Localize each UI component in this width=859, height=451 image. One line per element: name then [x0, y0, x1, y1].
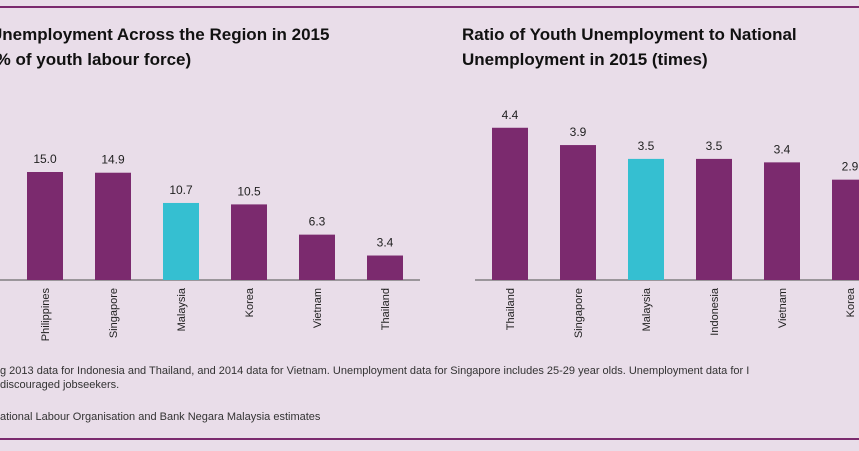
bottom-rule: [0, 438, 859, 440]
chart-1-value-label-philippines: 15.0: [33, 152, 57, 166]
chart-1-value-label-malaysia: 10.7: [169, 183, 193, 197]
chart-2-tick-label-thailand: Thailand: [505, 288, 517, 330]
chart-1-bar-vietnam: [299, 234, 335, 280]
chart-1-bar-korea: [231, 204, 267, 280]
chart-1-value-label-vietnam: 6.3: [309, 215, 326, 229]
chart-2-value-label-vietnam: 3.4: [774, 142, 791, 156]
chart-2-tick-label-korea: Korea: [845, 287, 857, 317]
chart-2-tick-label-singapore: Singapore: [573, 288, 585, 338]
chart-1-bar-philippines: [27, 172, 63, 280]
chart-2-value-label-korea: 2.9: [842, 160, 859, 174]
chart-1-tick-label-philippines: Philippines: [40, 288, 52, 342]
chart-2-bar-vietnam: [764, 162, 800, 280]
source-note: ational Labour Organisation and Bank Neg…: [0, 411, 321, 423]
chart-2-title-line-2: Unemployment in 2015 (times): [462, 50, 708, 69]
chart-2-title: Ratio of Youth Unemployment to National …: [462, 22, 797, 72]
chart-1-tick-label-thailand: Thailand: [380, 288, 392, 330]
chart-2-bar-malaysia: [628, 158, 664, 280]
chart-2-value-label-indonesia: 3.5: [706, 139, 723, 153]
chart-2-value-label-malaysia: 3.5: [638, 139, 655, 153]
chart-1-tick-label-vietnam: Vietnam: [312, 288, 324, 328]
chart-2-bar-korea: [832, 179, 859, 280]
chart-1-title-line-1: Unemployment Across the Region in 2015: [0, 25, 330, 44]
chart-2-bar-indonesia: [696, 158, 732, 280]
chart-2-value-label-thailand: 4.4: [502, 108, 519, 122]
chart-1-tick-label-singapore: Singapore: [108, 288, 120, 338]
chart-1-title-line-2: (% of youth labour force): [0, 50, 192, 69]
chart-1-tick-label-korea: Korea: [244, 287, 256, 317]
chart-1-tick-label-malaysia: Malaysia: [176, 287, 188, 331]
chart-1-title: Unemployment Across the Region in 2015 (…: [0, 22, 329, 72]
top-rule: [0, 6, 859, 8]
chart-2-tick-label-malaysia: Malaysia: [641, 287, 653, 331]
footnote-line-1: g 2013 data for Indonesia and Thailand, …: [0, 365, 750, 377]
chart-1-bar-thailand: [367, 255, 403, 280]
chart-1-bar-malaysia: [163, 202, 199, 280]
chart-2-tick-label-indonesia: Indonesia: [709, 287, 721, 336]
chart-2-tick-label-vietnam: Vietnam: [777, 288, 789, 328]
chart-2-bar-singapore: [560, 145, 596, 280]
footnote-line-2: discouraged jobseekers.: [0, 379, 120, 391]
chart-1-bar-singapore: [95, 172, 131, 280]
chart-1-value-label-thailand: 3.4: [377, 236, 394, 250]
chart-1-value-label-singapore: 14.9: [101, 153, 125, 167]
chart-2-title-line-1: Ratio of Youth Unemployment to National: [462, 25, 797, 44]
chart-1-value-label-korea: 10.5: [237, 184, 261, 198]
chart-2-bar-thailand: [492, 127, 528, 280]
chart-2-value-label-singapore: 3.9: [570, 125, 587, 139]
